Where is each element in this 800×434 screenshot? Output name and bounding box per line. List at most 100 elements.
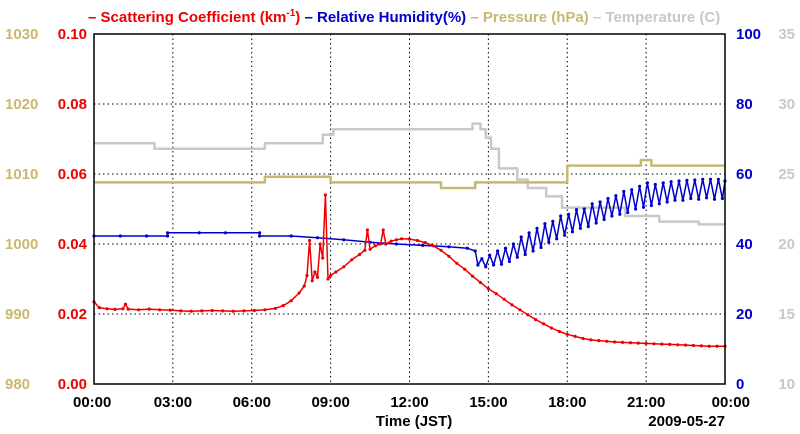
data-point-scattering-coefficient-km-1 <box>242 309 246 313</box>
data-point-relative-humidity <box>626 210 630 215</box>
data-point-relative-humidity <box>543 222 547 226</box>
data-point-scattering-coefficient-km-1 <box>273 306 277 310</box>
legend-label: Temperature (C) <box>605 9 720 26</box>
data-point-relative-humidity <box>289 234 293 238</box>
legend-label: Pressure (hPa) <box>483 9 589 26</box>
data-point-scattering-coefficient-km-1 <box>707 344 711 348</box>
series-line-relative-humidity <box>94 178 726 268</box>
data-point-scattering-coefficient-km-1 <box>534 318 538 322</box>
data-point-scattering-coefficient-km-1 <box>518 308 522 312</box>
data-point-scattering-coefficient-km-1 <box>439 248 443 252</box>
data-point-relative-humidity <box>503 246 508 250</box>
data-point-scattering-coefficient-km-1 <box>581 336 585 341</box>
data-point-scattering-coefficient-km-1 <box>620 340 625 344</box>
tick-label-x: 18:00 <box>548 394 586 411</box>
tick-label-scattering: 0.02 <box>58 306 87 323</box>
series-line-scattering-coefficient-km-1 <box>93 194 725 347</box>
data-point-relative-humidity <box>421 243 425 247</box>
data-point-scattering-coefficient-km-1 <box>308 238 312 243</box>
data-point-relative-humidity <box>610 214 614 218</box>
data-point-scattering-coefficient-km-1 <box>302 284 306 288</box>
data-point-scattering-coefficient-km-1 <box>636 341 640 345</box>
data-point-relative-humidity <box>166 234 170 238</box>
data-point-scattering-coefficient-km-1 <box>363 248 367 252</box>
data-point-relative-humidity <box>551 219 555 223</box>
data-point-scattering-coefficient-km-1 <box>289 299 293 303</box>
tick-label-humidity: 20 <box>736 306 753 323</box>
data-point-relative-humidity <box>681 198 685 202</box>
data-point-relative-humidity <box>705 196 709 200</box>
data-point-scattering-coefficient-km-1 <box>189 309 193 313</box>
tick-label-scattering: 0.10 <box>58 26 87 43</box>
data-point-scattering-coefficient-km-1 <box>158 308 162 312</box>
data-point-scattering-coefficient-km-1 <box>379 242 383 246</box>
data-point-scattering-coefficient-km-1 <box>691 343 696 348</box>
tick-label-x: 21:00 <box>627 394 665 411</box>
data-point-relative-humidity <box>563 233 567 237</box>
data-point-scattering-coefficient-km-1 <box>326 277 330 281</box>
x-axis-title: Time (JST) <box>376 413 452 430</box>
data-point-scattering-coefficient-km-1 <box>565 332 569 336</box>
tick-label-pressure: 1010 <box>5 166 38 183</box>
data-point-relative-humidity <box>586 224 590 229</box>
data-point-scattering-coefficient-km-1 <box>557 329 562 334</box>
data-point-scattering-coefficient-km-1 <box>415 238 419 243</box>
data-point-scattering-coefficient-km-1 <box>357 252 362 257</box>
data-point-scattering-coefficient-km-1 <box>323 193 327 197</box>
tick-label-x: 12:00 <box>390 394 428 411</box>
data-point-scattering-coefficient-km-1 <box>221 309 225 313</box>
data-point-scattering-coefficient-km-1 <box>179 309 183 313</box>
tick-label-scattering: 0.06 <box>58 166 87 183</box>
data-point-scattering-coefficient-km-1 <box>660 342 664 346</box>
data-point-scattering-coefficient-km-1 <box>652 342 656 346</box>
data-point-relative-humidity <box>657 202 661 206</box>
data-point-relative-humidity <box>606 196 610 201</box>
tick-label-pressure: 990 <box>5 306 30 323</box>
data-point-relative-humidity <box>519 235 523 239</box>
date-label: 2009-05-27 <box>648 413 725 430</box>
legend-marker: – <box>466 9 483 26</box>
data-point-relative-humidity <box>712 197 717 201</box>
data-point-relative-humidity <box>649 203 654 208</box>
data-point-relative-humidity <box>594 221 598 225</box>
data-point-relative-humidity <box>527 231 531 235</box>
tick-label-pressure: 1030 <box>5 26 38 43</box>
legend: – Scattering Coefficient (km-1) – Relati… <box>88 8 720 26</box>
data-point-relative-humidity <box>258 234 262 238</box>
data-point-scattering-coefficient-km-1 <box>628 341 633 345</box>
data-point-relative-humidity <box>653 182 657 187</box>
tick-label-scattering: 0.08 <box>58 96 87 113</box>
tick-label-temperature: 30 <box>778 96 795 113</box>
data-point-relative-humidity <box>496 249 500 253</box>
data-point-relative-humidity <box>484 265 488 269</box>
data-point-scattering-coefficient-km-1 <box>147 307 151 311</box>
data-point-relative-humidity <box>118 234 122 238</box>
data-point-relative-humidity <box>582 207 586 211</box>
data-point-relative-humidity <box>488 253 492 257</box>
data-point-relative-humidity <box>720 196 725 201</box>
tick-label-x: 09:00 <box>311 394 349 411</box>
legend-label: Scattering Coefficient (km <box>101 9 287 26</box>
data-point-scattering-coefficient-km-1 <box>123 302 128 306</box>
data-point-relative-humidity <box>708 177 713 181</box>
data-point-scattering-coefficient-km-1 <box>263 308 267 312</box>
data-point-scattering-coefficient-km-1 <box>589 338 593 342</box>
data-point-relative-humidity <box>492 263 496 267</box>
data-point-relative-humidity <box>669 180 673 184</box>
data-point-scattering-coefficient-km-1 <box>431 244 435 248</box>
data-point-relative-humidity <box>223 231 228 235</box>
data-point-relative-humidity <box>507 259 511 264</box>
data-point-relative-humidity <box>590 202 594 206</box>
data-point-relative-humidity <box>511 242 515 246</box>
tick-label-x: 15:00 <box>469 394 507 411</box>
data-point-scattering-coefficient-km-1 <box>644 341 648 345</box>
data-point-scattering-coefficient-km-1 <box>605 339 609 343</box>
data-point-scattering-coefficient-km-1 <box>494 292 498 296</box>
tick-label-humidity: 60 <box>736 166 753 183</box>
data-point-relative-humidity <box>578 226 583 230</box>
data-point-relative-humidity <box>665 200 669 204</box>
data-point-scattering-coefficient-km-1 <box>573 334 577 338</box>
data-point-relative-humidity <box>535 226 539 230</box>
